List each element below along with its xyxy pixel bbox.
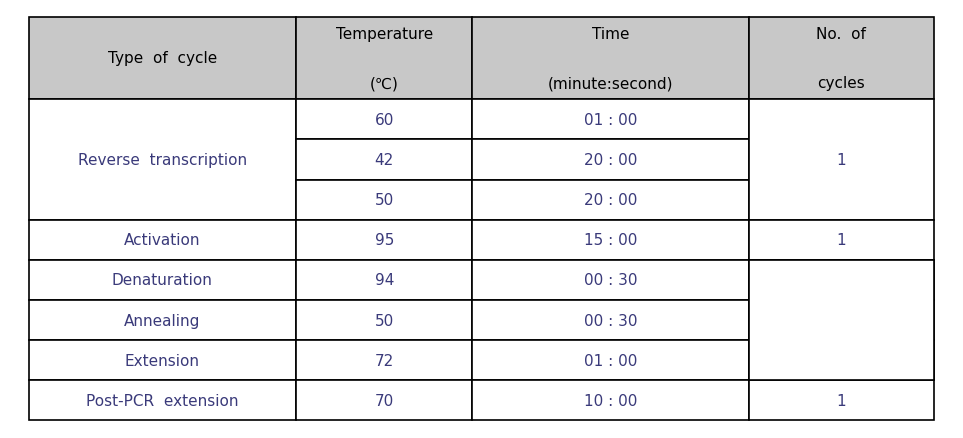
Text: Type  of  cycle: Type of cycle <box>108 51 217 66</box>
Text: Post-PCR  extension: Post-PCR extension <box>86 393 239 408</box>
Bar <box>29 300 296 340</box>
Bar <box>748 260 934 300</box>
Bar <box>473 18 748 100</box>
Bar <box>748 260 934 381</box>
Text: Denaturation: Denaturation <box>112 273 213 288</box>
Bar <box>473 340 748 381</box>
Text: 35: 35 <box>832 313 851 328</box>
Text: Temperature

(℃): Temperature (℃) <box>335 27 432 91</box>
Bar <box>473 140 748 180</box>
Bar <box>296 260 473 300</box>
Bar <box>29 220 296 260</box>
Text: 00 : 30: 00 : 30 <box>584 313 638 328</box>
Text: Activation: Activation <box>124 233 200 248</box>
Bar <box>748 100 934 220</box>
Bar <box>473 220 748 260</box>
Text: 50: 50 <box>375 193 394 208</box>
Bar <box>296 300 473 340</box>
Text: 00 : 30: 00 : 30 <box>584 273 638 288</box>
Text: Reverse  transcription: Reverse transcription <box>78 153 247 168</box>
Text: 60: 60 <box>375 113 394 127</box>
Bar <box>29 381 296 420</box>
Text: 15 : 00: 15 : 00 <box>584 233 638 248</box>
Bar <box>473 381 748 420</box>
Text: 01 : 00: 01 : 00 <box>584 113 638 127</box>
Text: 1: 1 <box>837 393 846 408</box>
Text: 50: 50 <box>375 313 394 328</box>
Bar <box>29 340 296 381</box>
Bar <box>473 100 748 140</box>
Bar <box>748 18 934 100</box>
Text: 42: 42 <box>375 153 394 168</box>
Bar <box>29 100 296 220</box>
Bar <box>296 340 473 381</box>
Bar <box>29 260 296 300</box>
Bar <box>296 180 473 220</box>
Text: Extension: Extension <box>125 353 200 368</box>
Text: 94: 94 <box>375 273 394 288</box>
Bar <box>473 300 748 340</box>
Bar <box>29 18 296 100</box>
Text: No.  of

cycles: No. of cycles <box>817 27 867 91</box>
Text: 10 : 00: 10 : 00 <box>584 393 638 408</box>
Text: 20 : 00: 20 : 00 <box>584 153 638 168</box>
Bar <box>748 381 934 420</box>
Text: 1: 1 <box>837 233 846 248</box>
Text: 01 : 00: 01 : 00 <box>584 353 638 368</box>
Bar <box>296 381 473 420</box>
Bar <box>296 220 473 260</box>
Text: 72: 72 <box>375 353 394 368</box>
Text: Time

(minute:second): Time (minute:second) <box>548 27 673 91</box>
Text: 70: 70 <box>375 393 394 408</box>
Bar <box>296 18 473 100</box>
Bar <box>748 340 934 381</box>
Bar <box>473 180 748 220</box>
Bar <box>296 140 473 180</box>
Text: Annealing: Annealing <box>124 313 200 328</box>
Bar <box>748 220 934 260</box>
Bar <box>748 300 934 340</box>
Text: 1: 1 <box>837 153 846 168</box>
Bar <box>473 260 748 300</box>
Bar <box>296 100 473 140</box>
Text: 95: 95 <box>375 233 394 248</box>
Text: 20 : 00: 20 : 00 <box>584 193 638 208</box>
